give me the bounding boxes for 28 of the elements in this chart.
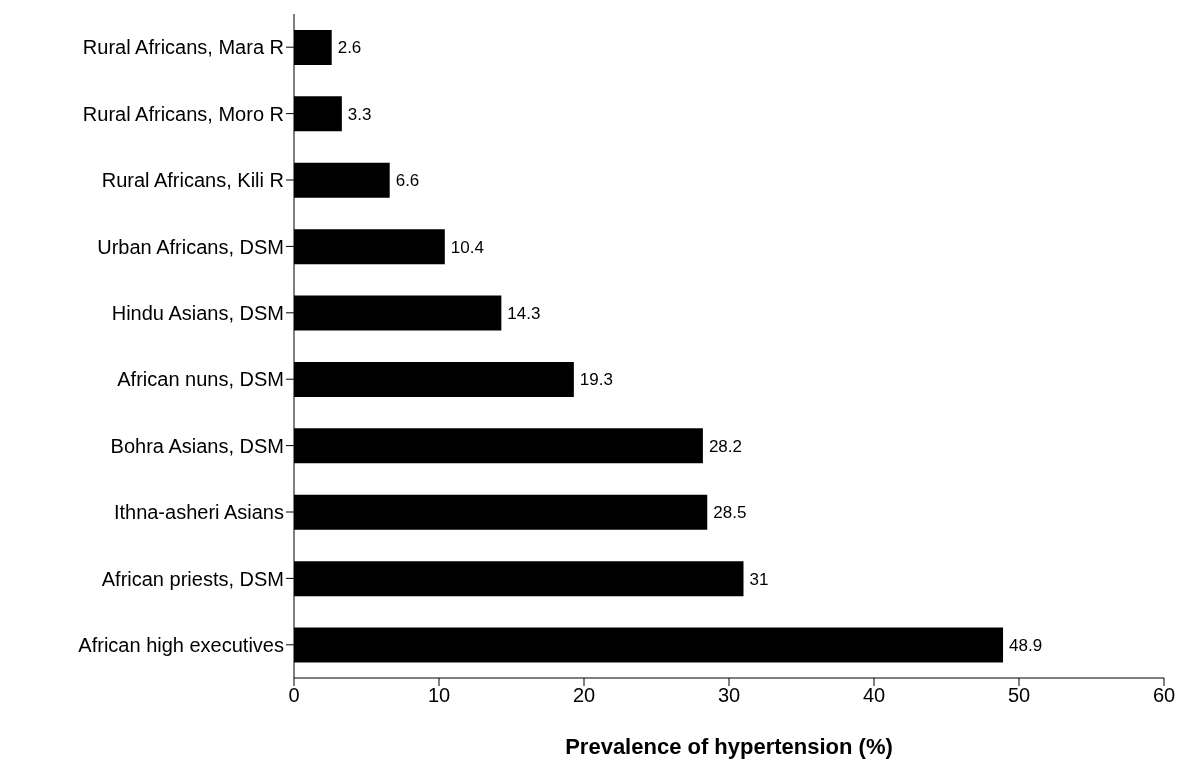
data-label: 14.3 [507,304,541,324]
data-label: 6.6 [395,171,420,191]
x-tick-label: 50 [1007,684,1031,707]
y-tick-label: Ithna-asheri Asians [113,501,284,524]
x-tick-label: 0 [288,684,300,707]
y-tick-label: African high executives [78,633,284,656]
data-label: 31 [749,569,769,589]
y-tick-label: Urban Africans, DSM [97,235,284,258]
y-tick-label: Hindu Asians, DSM [111,301,284,324]
y-tick-label: Rural Africans, Mara R [82,36,284,59]
y-tick-label: Bohra Asians, DSM [110,434,284,457]
x-tick-label: 60 [1152,684,1176,707]
data-label: 2.6 [337,38,362,58]
data-label: 28.5 [713,503,747,523]
y-tick-label: African nuns, DSM [117,368,284,391]
y-tick-label: Rural Africans, Moro R [82,102,284,125]
x-tick-label: 40 [862,684,886,707]
data-label: 48.9 [1009,636,1043,656]
x-tick-label: 10 [427,684,451,707]
data-label: 10.4 [450,237,484,257]
data-label: 19.3 [579,370,613,390]
y-tick-label: African priests, DSM [101,567,284,590]
data-label: 3.3 [347,104,372,124]
data-label: 28.2 [708,436,742,456]
x-axis-title: Prevalence of hypertension (%) [565,734,893,759]
x-tick-label: 30 [717,684,741,707]
x-tick-label: 20 [572,684,596,707]
y-tick-label: Rural Africans, Kili R [101,169,284,192]
